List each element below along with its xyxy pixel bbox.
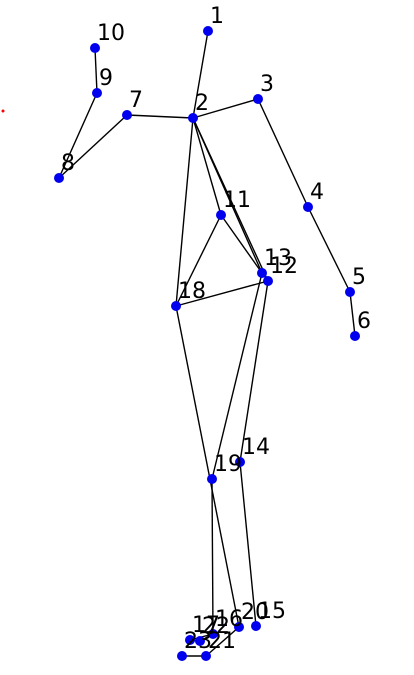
joint-label-21: 21 <box>208 629 236 654</box>
bone-2-18 <box>175 117 194 307</box>
joint-label-17: 17 <box>192 613 220 638</box>
joint-22 <box>195 636 205 646</box>
bone-19-16 <box>211 478 214 635</box>
joint-11 <box>216 210 226 220</box>
joint-16 <box>208 629 218 639</box>
joint-label-10: 10 <box>97 21 125 46</box>
bone-2-13 <box>192 117 263 274</box>
bone-4-5 <box>307 206 351 293</box>
bones-layer <box>58 30 356 657</box>
joint-label-18: 18 <box>178 279 206 304</box>
bone-14-15 <box>239 461 257 627</box>
joint-label-2: 2 <box>195 91 209 116</box>
stray-marker-dot <box>1 109 5 113</box>
joint-7 <box>122 110 132 120</box>
joint-18 <box>171 301 181 311</box>
joint-label-8: 8 <box>61 151 75 176</box>
bone-12-14 <box>239 280 269 463</box>
joint-label-13: 13 <box>264 246 292 271</box>
bone-11-18 <box>175 214 222 307</box>
joint-5 <box>345 287 355 297</box>
joints-layer <box>54 26 360 661</box>
joint-1 <box>203 26 213 36</box>
bone-13-19 <box>211 272 263 480</box>
joint-label-7: 7 <box>129 88 143 113</box>
bone-2-11 <box>192 117 222 216</box>
bone-18-20 <box>175 305 240 628</box>
joint-8 <box>54 173 64 183</box>
joint-label-22: 22 <box>202 614 230 639</box>
joint-label-6: 6 <box>357 309 371 334</box>
joint-15 <box>251 621 261 631</box>
joint-label-5: 5 <box>352 265 366 290</box>
joint-label-1: 1 <box>210 4 224 29</box>
joint-3 <box>253 94 263 104</box>
bone-20-21 <box>205 626 240 657</box>
joint-10 <box>90 43 100 53</box>
joint-2 <box>188 113 198 123</box>
joint-9 <box>92 88 102 98</box>
bone-2-7 <box>126 114 194 119</box>
joint-label-3: 3 <box>260 72 274 97</box>
joint-label-23: 23 <box>184 629 212 654</box>
joint-4 <box>303 202 313 212</box>
joint-14 <box>235 457 245 467</box>
joint-17 <box>185 635 195 645</box>
bone-9-10 <box>94 47 98 94</box>
joint-label-11: 11 <box>223 188 251 213</box>
joint-20 <box>234 622 244 632</box>
bone-8-9 <box>58 92 98 179</box>
joint-label-4: 4 <box>310 180 324 205</box>
bone-5-6 <box>349 291 356 337</box>
joint-label-14: 14 <box>242 435 270 460</box>
joint-label-19: 19 <box>214 452 242 477</box>
joint-19 <box>207 474 217 484</box>
joint-23 <box>177 651 187 661</box>
joint-6 <box>350 331 360 341</box>
bone-18-12 <box>175 280 269 307</box>
joint-13 <box>257 268 267 278</box>
bone-7-8 <box>58 114 128 179</box>
joint-12 <box>263 276 273 286</box>
bone-11-13 <box>220 214 263 274</box>
joint-label-12: 12 <box>270 254 298 279</box>
joint-label-16: 16 <box>215 607 243 632</box>
bone-3-4 <box>257 98 309 208</box>
joint-label-20: 20 <box>241 600 269 625</box>
marker-layer <box>1 109 5 113</box>
bone-1-2 <box>192 30 209 119</box>
joint-label-9: 9 <box>99 66 113 91</box>
joint-label-15: 15 <box>258 599 286 624</box>
joint-21 <box>201 651 211 661</box>
bone-2-3 <box>192 98 259 119</box>
